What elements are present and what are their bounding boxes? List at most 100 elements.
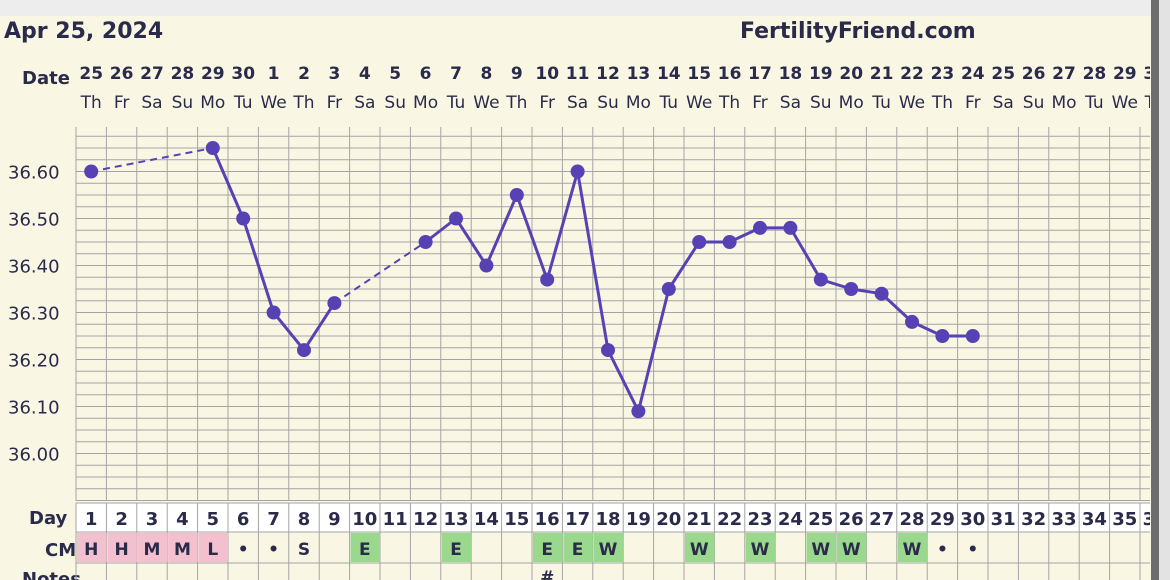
temperature-point — [540, 272, 555, 287]
y-tick-label: 36.10 — [8, 398, 60, 419]
weekday-label: Tu — [659, 93, 679, 113]
cm-cell — [837, 533, 867, 562]
cycle-day-number: 19 — [626, 509, 651, 530]
cycle-day-number: 9 — [328, 509, 341, 530]
weekday-label: Tu — [446, 93, 466, 113]
cycle-day-number: 32 — [1021, 509, 1046, 530]
temperature-line-segment — [333, 241, 427, 304]
cycle-day-number: 14 — [474, 509, 499, 530]
date-number: 21 — [870, 64, 894, 84]
date-number: 2 — [298, 64, 310, 84]
temperature-point — [601, 343, 615, 358]
temperature-line-segment — [272, 311, 306, 352]
weekday-label: Mo — [200, 93, 225, 113]
cycle-day-number: 18 — [595, 509, 620, 530]
cycle-day-number: 11 — [383, 509, 408, 530]
weekday-label: We — [899, 93, 925, 113]
weekday-label: Su — [1023, 93, 1045, 113]
y-tick-label: 36.30 — [8, 304, 60, 325]
cm-value: H — [84, 540, 98, 560]
day-row-label: Day — [29, 508, 68, 529]
cm-value: W — [751, 540, 770, 560]
temperature-line-segment — [91, 147, 213, 173]
cycle-day-number: 33 — [1051, 509, 1076, 530]
cm-cell — [198, 533, 228, 562]
temperature-point — [874, 286, 889, 301]
temperature-line-segment — [241, 218, 276, 313]
temperature-point — [509, 188, 524, 202]
weekday-label: Mo — [626, 93, 651, 113]
temperature-point — [236, 211, 251, 226]
cm-value: E — [359, 540, 371, 560]
weekday-label: We — [1112, 93, 1138, 113]
temperature-line-segment — [667, 241, 701, 290]
temperature-point — [813, 272, 828, 287]
temperature-line-segment — [576, 171, 610, 351]
date-number: 11 — [566, 64, 590, 84]
temperature-point — [631, 404, 646, 419]
cycle-day-number: 8 — [298, 509, 311, 530]
weekday-label: Mo — [413, 93, 438, 113]
date-number: 10 — [535, 64, 559, 84]
cycle-day-number: 17 — [565, 509, 590, 530]
temperature-point — [905, 314, 919, 329]
cycle-day-number: 36 — [1143, 509, 1150, 530]
weekday-label: Mo — [839, 93, 864, 113]
note-marker: # — [540, 568, 554, 580]
date-number: 15 — [687, 64, 711, 84]
weekday-label: Su — [597, 93, 619, 113]
cm-value: • — [268, 540, 279, 560]
temperature-point — [935, 329, 950, 343]
date-number: 1 — [268, 64, 280, 84]
cm-value: E — [450, 540, 462, 560]
cm-cell — [350, 533, 380, 562]
cycle-day-number: 21 — [687, 509, 712, 530]
cm-value: W — [842, 540, 861, 560]
cm-value: W — [690, 540, 709, 560]
cycle-day-number: 24 — [778, 509, 803, 530]
cycle-day-number: 1 — [85, 509, 98, 530]
cycle-day-number: 29 — [930, 509, 955, 530]
weekday-label: Th — [718, 93, 740, 113]
temperature-point — [661, 282, 676, 296]
weekday-label: Tu — [871, 93, 891, 113]
cm-value: • — [937, 540, 948, 560]
weekday-label: Sa — [354, 93, 375, 113]
temperature-line-segment — [211, 147, 245, 220]
date-number: 27 — [140, 64, 164, 84]
temperature-point — [205, 141, 220, 155]
temperature-line-segment — [485, 194, 519, 267]
temperature-line-segment — [515, 194, 549, 281]
y-tick-label: 36.20 — [8, 351, 60, 372]
site-name: FertilityFriend.com — [740, 19, 976, 44]
date-number: 17 — [748, 64, 772, 84]
weekday-label: Fr — [965, 93, 981, 113]
cycle-day-number: 16 — [535, 509, 560, 530]
date-number: 28 — [1083, 64, 1107, 84]
date-number: 4 — [359, 64, 371, 84]
temperature-line-segment — [636, 288, 671, 412]
weekday-label: Sa — [141, 93, 162, 113]
cycle-day-number: 31 — [991, 509, 1016, 530]
cm-row-label: CM — [45, 540, 76, 561]
date-number: 9 — [511, 64, 523, 84]
cm-value: E — [541, 540, 553, 560]
date-row-label: Date — [22, 68, 70, 89]
cycle-day-number: 10 — [352, 509, 377, 530]
cycle-day-number: 7 — [267, 509, 280, 530]
date-number: 25 — [79, 64, 103, 84]
cycle-day-number: 35 — [1112, 509, 1137, 530]
cm-value: M — [144, 540, 161, 560]
date-number: 25 — [991, 64, 1015, 84]
weekday-label: We — [686, 93, 712, 113]
date-number: 3 — [328, 64, 340, 84]
cycle-day-number: 28 — [899, 509, 924, 530]
date-number: 6 — [420, 64, 432, 84]
cm-value: S — [298, 540, 310, 560]
temperature-line-segment — [454, 217, 488, 267]
cm-cell — [806, 533, 836, 562]
cycle-day-number: 2 — [115, 509, 128, 530]
chart-date-title: Apr 25, 2024 — [4, 19, 164, 44]
temperature-point — [266, 305, 281, 320]
